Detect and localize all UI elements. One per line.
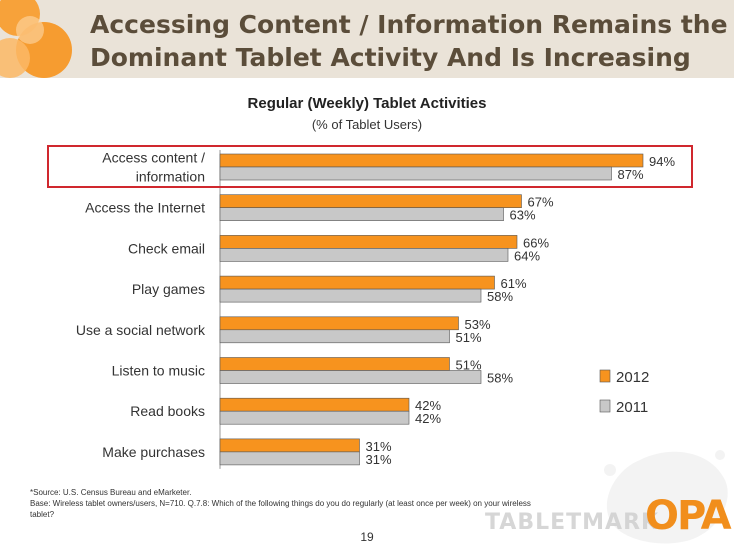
data-label-2012: 51% <box>456 358 482 373</box>
bar-2012 <box>219 194 522 208</box>
category-label: Access the Internet <box>85 200 205 216</box>
bar-2011 <box>219 248 509 262</box>
data-label-2011: 64% <box>514 248 540 263</box>
slide-title-line-2: Dominant Tablet Activity And Is Increasi… <box>90 43 691 72</box>
footnote-base: Base: Wireless tablet owners/users, N=71… <box>30 499 531 508</box>
footnote-base-cont: tablet? <box>30 510 55 519</box>
data-label-2011: 42% <box>415 411 441 426</box>
data-label-2012: 31% <box>366 439 392 454</box>
data-label-2012: 66% <box>523 235 549 250</box>
slide-header: Accessing Content / Information Remains … <box>0 0 734 78</box>
data-label-2012: 53% <box>465 317 491 332</box>
bar-2011 <box>219 166 612 181</box>
paint-splash-watermark-icon <box>604 450 728 544</box>
data-label-2011: 58% <box>487 289 513 304</box>
bar-2011 <box>219 329 450 344</box>
category-label: Make purchases <box>102 444 205 460</box>
legend-swatch-2011 <box>599 399 611 413</box>
legend-label-2012: 2012 <box>616 369 649 386</box>
data-label-2011: 87% <box>618 167 644 182</box>
bar-2012 <box>219 316 459 331</box>
data-label-2011: 31% <box>366 452 392 467</box>
data-label-2011: 51% <box>456 330 482 345</box>
bar-2012 <box>219 235 518 249</box>
category-label: information <box>136 169 205 185</box>
bar-2011 <box>219 451 360 466</box>
watermark-text: TABLETMARK <box>485 510 660 535</box>
legend-label-2011: 2011 <box>616 399 648 416</box>
category-label: Use a social network <box>76 322 206 338</box>
footnote: *Source: U.S. Census Bureau and eMarkete… <box>30 487 640 520</box>
orange-circles-logo-icon <box>0 0 72 78</box>
category-label: Play games <box>132 281 205 297</box>
bar-2012 <box>219 275 495 290</box>
bar-2012 <box>219 438 360 453</box>
bar-2012 <box>219 357 450 371</box>
highlight-box <box>47 145 693 188</box>
page-number: 19 <box>360 530 374 544</box>
opa-logo: OPA <box>645 493 732 539</box>
data-label-2012: 42% <box>415 398 441 413</box>
chart-subtitle: (% of Tablet Users) <box>311 117 423 132</box>
category-label: Check email <box>128 240 205 256</box>
bar-2011 <box>219 370 482 384</box>
data-label-2011: 58% <box>487 371 513 386</box>
bar-2012 <box>219 397 410 412</box>
chart-title: Regular (Weekly) Tablet Activities <box>247 95 487 112</box>
category-label: Read books <box>130 403 205 419</box>
data-label-2012: 61% <box>501 276 527 291</box>
slide-title: Accessing Content / Information Remains … <box>90 8 730 74</box>
category-label: Listen to music <box>112 363 205 379</box>
category-label: Access content / <box>102 150 205 166</box>
data-label-2011: 63% <box>510 208 536 223</box>
slide-title-line-1: Accessing Content / Information Remains … <box>90 10 728 39</box>
data-label-2012: 67% <box>528 195 554 210</box>
bar-2011 <box>219 288 482 303</box>
legend-swatch-2012 <box>599 369 611 383</box>
bar-2011 <box>219 410 410 425</box>
data-label-2012: 94% <box>649 154 675 169</box>
bar-2011 <box>219 207 504 221</box>
footnote-source: *Source: U.S. Census Bureau and eMarkete… <box>30 488 192 497</box>
